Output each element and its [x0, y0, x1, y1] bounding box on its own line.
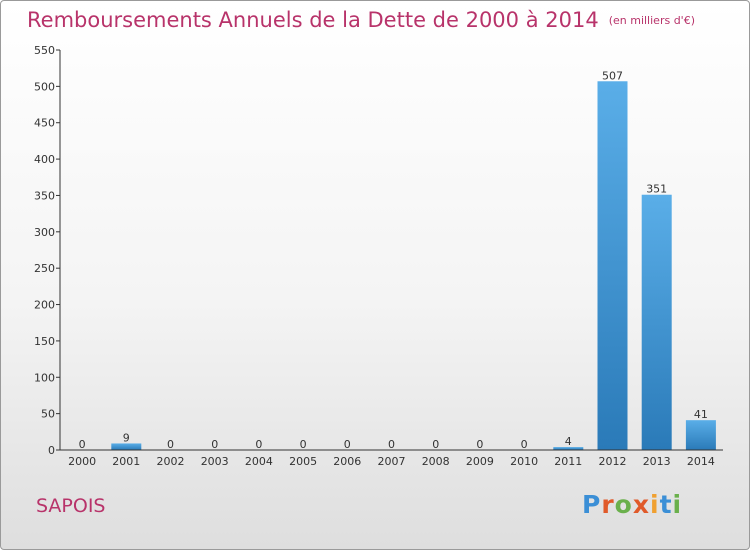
- x-tick-label: 2013: [643, 455, 671, 468]
- x-tick-label: 2014: [687, 455, 715, 468]
- y-tick-label: 0: [48, 444, 55, 457]
- bar-value-label: 0: [432, 438, 439, 451]
- y-tick-label: 450: [34, 117, 55, 130]
- x-tick-label: 2007: [378, 455, 406, 468]
- x-tick-label: 2006: [333, 455, 361, 468]
- x-tick-label: 2000: [68, 455, 96, 468]
- x-tick-label: 2003: [201, 455, 229, 468]
- bar-value-label: 351: [646, 183, 667, 196]
- y-tick-label: 100: [34, 371, 55, 384]
- bar-2014: [685, 420, 716, 450]
- bar-value-label: 0: [344, 438, 351, 451]
- bar-2012: [597, 81, 628, 450]
- x-tick-label: 2009: [466, 455, 494, 468]
- bar-value-label: 0: [476, 438, 483, 451]
- x-axis: 2000 2001 2002 2003 2004 2005 2006 2007 2008 2009…: [60, 449, 723, 468]
- y-tick-label: 150: [34, 335, 55, 348]
- logo-letter: t: [659, 490, 673, 519]
- x-tick-label: 2004: [245, 455, 273, 468]
- logo-letter: P: [582, 490, 602, 519]
- bar-2001: [111, 443, 142, 450]
- bar-value-label: 507: [602, 69, 623, 82]
- unit-label: (en milliers d'€): [608, 14, 695, 27]
- y-tick-label: 550: [34, 44, 55, 57]
- title-text: Remboursements Annuels de la Dette de 20…: [27, 8, 599, 32]
- bar-value-label: 0: [521, 438, 528, 451]
- x-tick-label: 2001: [112, 455, 140, 468]
- bar-2011: [553, 447, 584, 450]
- x-tick-label: 2002: [157, 455, 185, 468]
- x-tick-label: 2012: [599, 455, 627, 468]
- x-tick-label: 2008: [422, 455, 450, 468]
- bar-value-label: 0: [79, 438, 86, 451]
- logo-letter: r: [601, 490, 615, 519]
- bar-value-label: 0: [167, 438, 174, 451]
- bar-2013: [641, 194, 672, 450]
- bar-value-label: 0: [388, 438, 395, 451]
- bar-value-label: 41: [694, 408, 708, 421]
- proxiti-logo[interactable]: Proxiti: [582, 490, 682, 519]
- chart-title: Remboursements Annuels de la Dette de 20…: [27, 8, 695, 32]
- y-tick-label: 300: [34, 226, 55, 239]
- bar-value-label: 0: [300, 438, 307, 451]
- x-tick-label: 2005: [289, 455, 317, 468]
- bars: 0 9 0 0 0 0 0 0 0 0 0 4 507 351 41: [79, 69, 716, 451]
- y-tick-label: 400: [34, 153, 55, 166]
- bar-value-label: 0: [255, 438, 262, 451]
- y-tick-label: 350: [34, 189, 55, 202]
- bar-value-label: 9: [123, 431, 130, 444]
- place-name: SAPOIS: [36, 495, 106, 517]
- x-tick-label: 2010: [510, 455, 538, 468]
- y-tick-label: 500: [34, 80, 55, 93]
- logo-letter: x: [632, 490, 650, 519]
- bar-value-label: 4: [565, 435, 572, 448]
- y-tick-label: 250: [34, 262, 55, 275]
- y-axis: 0 50 100 150 200 250 300 350 400 450 500 550: [34, 44, 61, 457]
- logo-letter: o: [614, 490, 633, 519]
- x-tick-label: 2011: [554, 455, 582, 468]
- logo-letter: i: [672, 490, 683, 519]
- y-tick-label: 50: [41, 408, 55, 421]
- logo-letter: i: [650, 490, 660, 519]
- bar-value-label: 0: [211, 438, 218, 451]
- y-tick-label: 200: [34, 299, 55, 312]
